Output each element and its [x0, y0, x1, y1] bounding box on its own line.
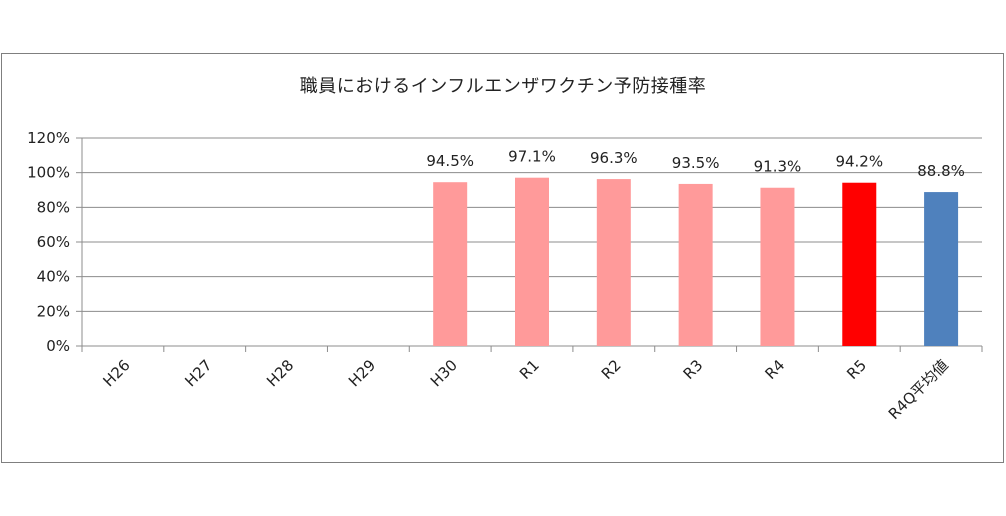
y-tick-label: 80% — [37, 198, 70, 216]
bar-H30 — [433, 182, 468, 346]
data-label-R1: 97.1% — [508, 148, 556, 166]
bar-R4Q平均値 — [924, 192, 959, 346]
y-tick-label: 60% — [37, 233, 70, 251]
x-tick-label-R3: R3 — [680, 356, 707, 383]
data-label-R5: 94.2% — [835, 153, 883, 171]
x-tick-label-R4: R4 — [761, 356, 788, 383]
bar-R4 — [760, 187, 795, 346]
y-tick-labels: 0% 20% 40% 60% 80% 100% 120% — [27, 129, 70, 355]
x-tick-label-H30: H30 — [427, 356, 461, 390]
data-label-R2: 96.3% — [590, 149, 638, 167]
bars — [433, 177, 959, 346]
x-tick-label-H26: H26 — [100, 356, 134, 390]
x-tick-label-R1: R1 — [516, 356, 543, 383]
data-label-R3: 93.5% — [672, 154, 720, 172]
x-tick-label-H28: H28 — [263, 356, 297, 390]
x-tick-label-R2: R2 — [598, 356, 625, 383]
y-tick-label: 0% — [46, 337, 70, 355]
y-tick-label: 120% — [27, 129, 70, 147]
bar-R3 — [678, 183, 713, 346]
x-tick-label-R5: R5 — [843, 356, 870, 383]
x-tick-label-H29: H29 — [345, 356, 379, 390]
data-labels: 94.5% 97.1% 96.3% 93.5% 91.3% 94.2% 88.8% — [426, 148, 965, 180]
y-tick-label: 20% — [37, 302, 70, 320]
chart-frame — [1, 53, 1004, 463]
y-tick-label: 100% — [27, 164, 70, 182]
y-tick-label: 40% — [37, 268, 70, 286]
x-tick-labels: H26 H27 H28 H29 H30 R1 R2 R3 R4 R5 R4Q平均値 — [100, 356, 952, 423]
bar-R2 — [596, 179, 631, 346]
chart-title: 職員におけるインフルエンザワクチン予防接種率 — [299, 76, 707, 97]
x-tick-label-H27: H27 — [181, 356, 215, 390]
bar-R1 — [515, 177, 549, 346]
data-label-R4: 91.3% — [754, 158, 802, 176]
data-label-H30: 94.5% — [426, 152, 474, 170]
data-label-R4Q平均値: 88.8% — [917, 162, 965, 180]
x-tick-label-R4Q平均値: R4Q平均値 — [885, 356, 952, 423]
bar-R5 — [842, 182, 877, 346]
